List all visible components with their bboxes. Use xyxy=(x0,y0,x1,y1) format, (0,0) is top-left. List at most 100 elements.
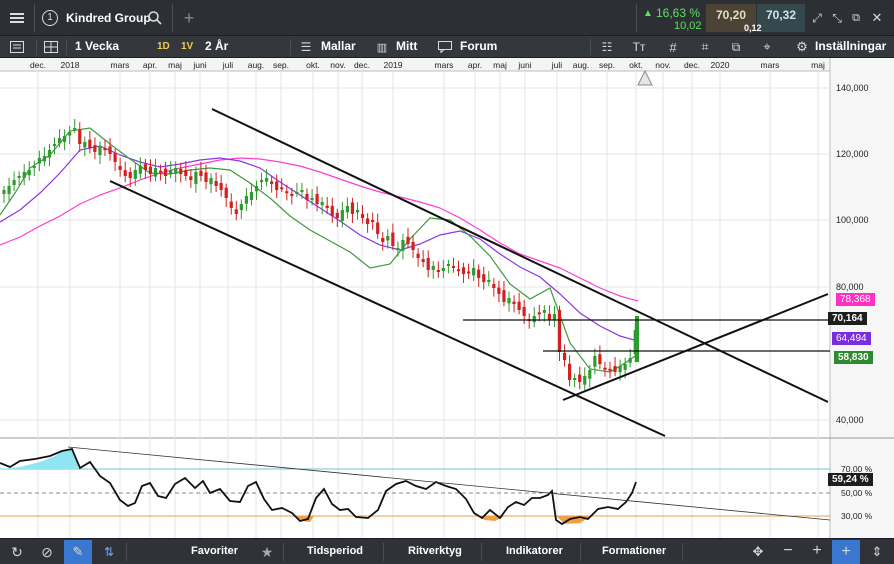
trendline-lower[interactable] xyxy=(109,180,666,437)
templates-button[interactable]: Mallar xyxy=(321,39,356,53)
candle-body xyxy=(512,301,516,304)
pencil-icon[interactable]: ✎ xyxy=(64,540,92,564)
candle-body xyxy=(345,206,349,213)
candle-body xyxy=(93,145,97,152)
zoom-in-icon[interactable]: + xyxy=(812,542,822,559)
candle-body xyxy=(148,166,153,174)
refresh-icon[interactable]: ↻ xyxy=(11,543,23,560)
star-icon[interactable]: ★ xyxy=(260,543,274,560)
candle-body xyxy=(138,166,142,174)
text-tool-icon[interactable]: Tт xyxy=(632,40,646,54)
change-up-arrow-icon: ▲ xyxy=(643,8,653,19)
favorites-tab[interactable]: Favoriter xyxy=(191,545,239,557)
oscillator-trendline[interactable] xyxy=(67,446,831,521)
candlesticks xyxy=(2,119,639,391)
candle-body xyxy=(593,356,597,367)
indicators-tab[interactable]: Indikatorer xyxy=(506,545,563,557)
add-tab-icon[interactable]: + xyxy=(183,7,195,28)
candle-body xyxy=(214,181,218,186)
candle-body xyxy=(320,202,324,206)
candle-body xyxy=(532,316,536,323)
chart-area[interactable]: dec. 2018 mars apr. maj juni juli aug. sep. okt. n… xyxy=(0,58,894,538)
interval-1v-button[interactable]: 1V xyxy=(181,41,194,52)
trendline-support[interactable] xyxy=(562,293,829,401)
candle-body xyxy=(239,204,243,211)
indicator-list-icon[interactable]: ☷ xyxy=(601,40,613,54)
instrument-name[interactable]: Kindred Group xyxy=(66,11,151,25)
candle-body xyxy=(128,172,132,178)
layout-grid-icon[interactable] xyxy=(42,39,60,55)
oscillator-tick-label: 50,00 % xyxy=(841,488,873,498)
settings-button[interactable]: Inställningar xyxy=(815,39,887,53)
candle-body xyxy=(517,301,521,310)
interval-selector[interactable]: 1 Vecka xyxy=(75,39,120,53)
crosshair-grid-icon[interactable]: # xyxy=(669,39,677,55)
candle-body xyxy=(497,287,501,294)
close-icon[interactable]: ✕ xyxy=(871,10,883,25)
trendline-upper[interactable] xyxy=(211,108,829,403)
candle-body xyxy=(381,237,385,242)
draw-grid-icon[interactable]: ⌗ xyxy=(701,39,709,54)
candle-body xyxy=(42,156,46,162)
ma-purple-line xyxy=(0,145,639,342)
current-period-marker[interactable] xyxy=(637,69,653,86)
forum-chat-icon xyxy=(436,39,454,55)
candle-body xyxy=(366,218,370,224)
candle-body xyxy=(492,283,496,288)
chart-toolbar: 1 Vecka 1D 1V 2 År ☰ Mallar ▥ Mitt Forum… xyxy=(0,36,894,58)
candle-body xyxy=(507,298,511,304)
collapse-icon[interactable]: ⤡ xyxy=(832,10,842,25)
candle-body xyxy=(249,192,254,200)
crosshair-icon[interactable]: + xyxy=(832,540,860,564)
period-selector[interactable]: 2 År xyxy=(205,39,229,53)
candle-body xyxy=(603,367,607,370)
candle-body xyxy=(265,178,269,182)
candle-body xyxy=(199,170,203,176)
price-tick-label: 120,000 xyxy=(836,149,869,159)
candle-body xyxy=(451,265,456,268)
bid-price[interactable]: 70,20 xyxy=(706,4,756,32)
timeline-label: dec. xyxy=(30,60,46,70)
copy-icon[interactable]: ⧉ xyxy=(731,39,741,54)
top-bar: 1 Kindred Group + ▲ 16,63 % 10,02 70,20 … xyxy=(0,0,894,36)
timeperiod-tab[interactable]: Tidsperiod xyxy=(307,545,364,557)
candle-body xyxy=(143,164,147,170)
search-icon[interactable] xyxy=(146,9,164,27)
disable-icon[interactable]: ⊘ xyxy=(41,543,53,560)
timeline-label: nov. xyxy=(655,60,670,70)
forum-button[interactable]: Forum xyxy=(460,39,498,53)
candle-body xyxy=(456,269,461,272)
timeline-label: okt. xyxy=(306,60,320,70)
fullscreen-icon[interactable]: ⤢ xyxy=(812,10,822,25)
mitt-button[interactable]: Mitt xyxy=(396,39,418,53)
timeline-label: nov. xyxy=(330,60,345,70)
candle-body-last xyxy=(635,316,639,362)
formations-tab[interactable]: Formationer xyxy=(602,545,667,557)
candle-body xyxy=(17,176,21,178)
candle-body xyxy=(300,190,304,192)
popout-icon[interactable]: ⧉ xyxy=(852,11,860,24)
candle-body xyxy=(573,378,577,380)
candle-body xyxy=(234,209,238,214)
candle-body xyxy=(325,205,329,208)
target-icon[interactable]: ⌖ xyxy=(763,39,771,54)
timeline-label: dec. xyxy=(354,60,370,70)
sort-arrows-icon[interactable]: ⇅ xyxy=(103,545,115,559)
menu-icon[interactable] xyxy=(6,8,28,28)
resize-vertical-icon[interactable]: ⇕ xyxy=(871,544,883,559)
price-tick-label: 140,000 xyxy=(836,83,869,93)
gear-icon[interactable]: ⚙ xyxy=(796,39,808,54)
candle-body xyxy=(108,146,112,154)
list-icon[interactable] xyxy=(8,39,26,55)
timeline-label: juli xyxy=(551,60,563,70)
instrument-index-badge[interactable]: 1 xyxy=(42,10,58,26)
interval-1d-button[interactable]: 1D xyxy=(157,41,170,52)
zoom-out-icon[interactable]: − xyxy=(783,542,793,559)
ask-price[interactable]: 70,32 xyxy=(757,4,805,32)
price-chart[interactable]: dec. 2018 mars apr. maj juni juli aug. sep. okt. n… xyxy=(0,58,894,538)
candle-body xyxy=(608,368,612,371)
drawing-tools-tab[interactable]: Ritverktyg xyxy=(408,545,462,557)
price-tick-label: 40,000 xyxy=(836,415,864,425)
candle-body xyxy=(391,232,395,246)
move-icon[interactable]: ✥ xyxy=(752,544,764,559)
